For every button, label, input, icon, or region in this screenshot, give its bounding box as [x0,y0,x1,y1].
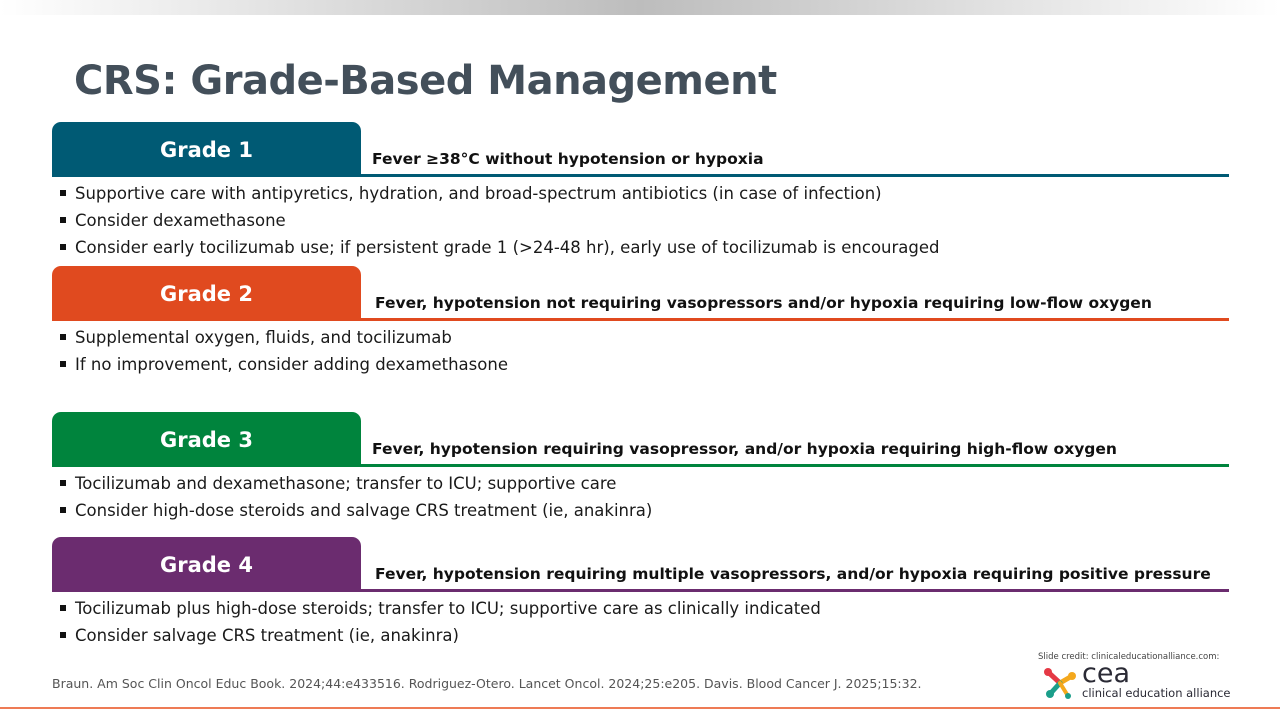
bullet-list: Supplemental oxygen, fluids, and tociliz… [60,324,508,378]
bullet-list: Supportive care with antipyretics, hydra… [60,180,940,261]
page-title: CRS: Grade-Based Management [74,58,777,104]
logo-short: cea [1082,658,1131,689]
references: Braun. Am Soc Clin Oncol Educ Book. 2024… [52,676,922,691]
bullet-item: Consider early tocilizumab use; if persi… [60,234,940,261]
cea-logo-icon [1044,668,1076,699]
grade-definition: Fever, hypotension requiring multiple va… [375,565,1211,583]
logo-full: clinical education alliance [1082,686,1231,700]
slide-credit: Slide credit: clinicaleducationalliance.… [1038,652,1220,662]
cea-logo: cea clinical education alliance [1042,658,1232,702]
bullet-item: Tocilizumab and dexamethasone; transfer … [60,470,652,497]
grade-tab: Grade 2 [52,266,361,321]
grade-definition: Fever ≥38°C without hypotension or hypox… [372,150,764,168]
bullet-item: Supplemental oxygen, fluids, and tociliz… [60,324,508,351]
grade-divider [361,589,1229,592]
grade-divider [361,318,1229,321]
grade-definition: Fever, hypotension not requiring vasopre… [375,294,1152,312]
bullet-item: Supportive care with antipyretics, hydra… [60,180,940,207]
grade-divider [361,174,1229,177]
grade-divider [361,464,1229,467]
bullet-item: Tocilizumab plus high-dose steroids; tra… [60,595,821,622]
bullet-item: If no improvement, consider adding dexam… [60,351,508,378]
grade-tab: Grade 4 [52,537,361,592]
bullet-item: Consider salvage CRS treatment (ie, anak… [60,622,821,649]
bottom-divider [0,707,1280,709]
bullet-list: Tocilizumab plus high-dose steroids; tra… [60,595,821,649]
bullet-item: Consider high-dose steroids and salvage … [60,497,652,524]
top-gradient-bar [0,0,1280,15]
grade-tab: Grade 1 [52,122,361,177]
bullet-list: Tocilizumab and dexamethasone; transfer … [60,470,652,524]
bullet-item: Consider dexamethasone [60,207,940,234]
grade-definition: Fever, hypotension requiring vasopressor… [372,440,1117,458]
grade-tab: Grade 3 [52,412,361,467]
